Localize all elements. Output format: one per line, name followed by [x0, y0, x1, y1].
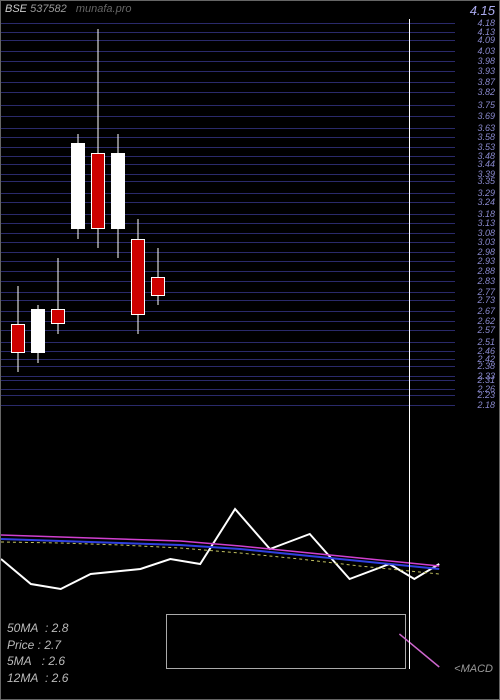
crosshair-vertical [409, 19, 410, 439]
crosshair-vertical [409, 439, 410, 609]
ma-line-signal [1, 509, 439, 589]
price-panel[interactable]: 4.184.134.094.033.983.933.873.823.753.69… [1, 19, 499, 439]
candlesticks [1, 19, 499, 439]
source-label: munafa.pro [76, 3, 132, 15]
info-row: Price : 2.7 [7, 637, 68, 654]
stock-chart: BSE 537582 munafa.pro 4.15 4.184.134.094… [0, 0, 500, 700]
current-price: 4.15 [470, 3, 495, 18]
indicator-panel[interactable] [1, 439, 499, 609]
macd-panel[interactable] [1, 609, 499, 669]
ma-line-ma-dotted [1, 542, 439, 574]
info-row: 12MA : 2.6 [7, 670, 68, 687]
chart-header: BSE 537582 munafa.pro [5, 3, 132, 15]
indicator-lines [1, 439, 499, 609]
macd-box [166, 614, 406, 669]
crosshair-vertical [409, 609, 410, 669]
info-row: 5MA : 2.6 [7, 653, 68, 670]
ma-line-ma-blue [1, 539, 439, 569]
symbol-label: 537582 [30, 3, 67, 15]
ma-line-ma-magenta [1, 535, 439, 566]
info-row: 50MA : 2.8 [7, 620, 68, 637]
info-box: 50MA : 2.8Price : 2.75MA : 2.612MA : 2.6 [7, 620, 68, 687]
exchange-label: BSE [5, 3, 27, 15]
macd-label: <MACD [454, 663, 493, 675]
